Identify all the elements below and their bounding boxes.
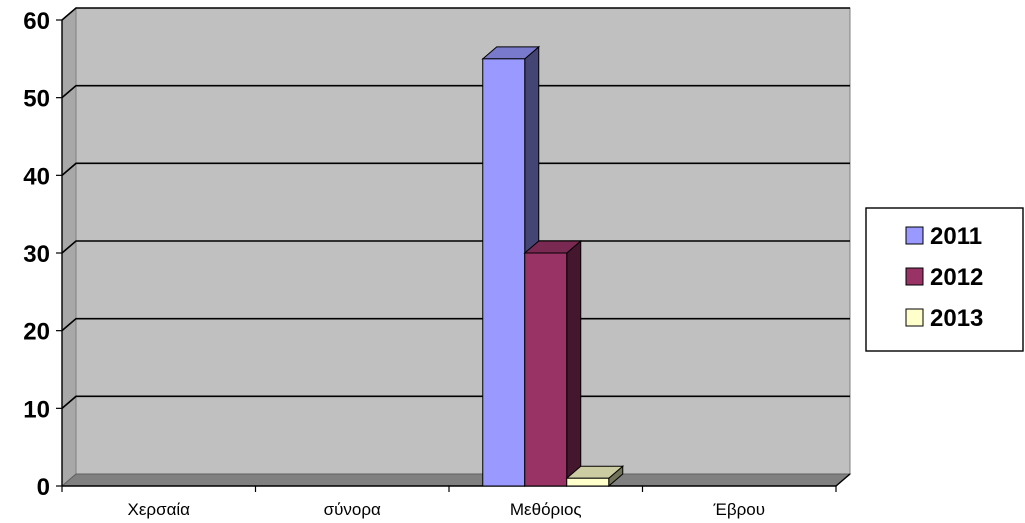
y-tick-label: 60 [23, 8, 50, 35]
legend-item-2012: 2012 [905, 264, 983, 291]
gridline [61, 240, 850, 254]
plot-walls [60, 6, 852, 488]
legend: 2011 2012 2013 [865, 207, 1024, 352]
axes [56, 19, 851, 492]
legend-swatch [905, 308, 924, 327]
bar-2013-Μεθόριος [565, 465, 625, 488]
legend-item-2013: 2013 [905, 305, 983, 332]
x-category-labels: Χερσαία σύνορα Μεθόριος Έβρου [127, 500, 765, 519]
legend-label: 2011 [930, 223, 982, 250]
y-tick-label: 0 [37, 474, 50, 501]
legend-box [865, 207, 1024, 352]
legend-label: 2012 [930, 264, 983, 291]
y-tick-label: 20 [23, 319, 50, 346]
x-category-label: Έβρου [712, 500, 765, 519]
legend-swatch [905, 267, 924, 286]
gridline [61, 395, 850, 409]
gridline [61, 7, 850, 21]
x-category-label: Χερσαία [127, 500, 190, 519]
x-axis-depth-edge [835, 473, 851, 487]
gridlines [61, 7, 850, 409]
legend-label: 2013 [930, 305, 983, 332]
y-tick-label: 10 [23, 396, 50, 423]
y-tick-label: 40 [23, 163, 50, 190]
legend-swatch [905, 226, 924, 245]
bars [481, 45, 625, 488]
y-tick-label: 30 [23, 241, 50, 268]
plot-floor [60, 473, 852, 487]
gridline [61, 162, 850, 176]
x-category-label: σύνορα [324, 500, 381, 519]
gridline [61, 317, 850, 332]
legend-item-2011: 2011 [905, 223, 982, 250]
gridline [61, 84, 850, 99]
bar-2012-Μεθόριος [523, 239, 583, 488]
y-tick-label: 50 [23, 86, 50, 113]
x-category-label: Μεθόριος [510, 500, 582, 519]
y-tick-labels: 0 10 20 30 40 50 60 [23, 8, 50, 501]
